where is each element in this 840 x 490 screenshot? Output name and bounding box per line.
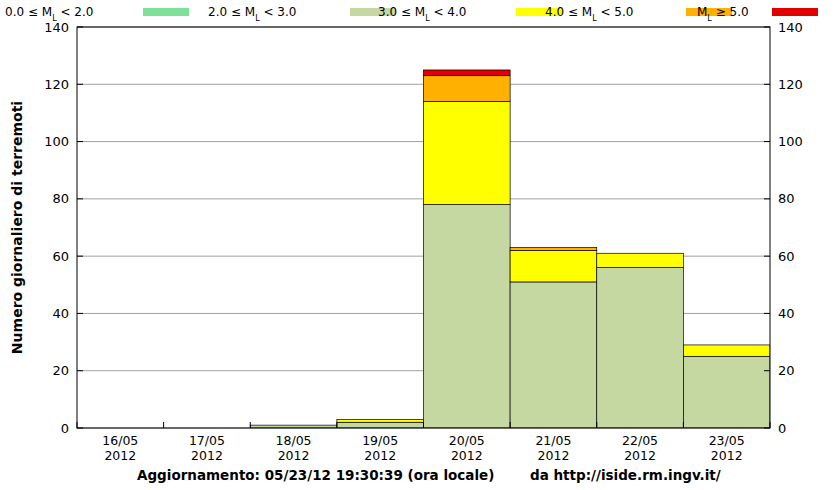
tick-label: 60 <box>778 249 795 264</box>
tick <box>764 198 770 199</box>
x-tick <box>596 422 597 428</box>
tick <box>764 370 770 371</box>
legend-label: ML ≥ 5.0 <box>697 5 749 23</box>
tick <box>77 428 83 429</box>
bar-segment <box>683 344 770 345</box>
bar-segment <box>597 268 684 428</box>
bar-segment <box>250 425 337 426</box>
legend-label: 3.0 ≤ ML < 4.0 <box>378 5 466 23</box>
tick <box>764 313 770 314</box>
bar-segment <box>683 356 770 428</box>
tick-label: 80 <box>778 191 795 206</box>
bar-segment <box>510 248 597 251</box>
tick <box>77 27 83 28</box>
tick-label: 60 <box>52 249 69 264</box>
tick-label: 120 <box>44 77 69 92</box>
bar-segment <box>250 425 337 426</box>
tick <box>77 141 83 142</box>
x-tick-label: 16/052012 <box>102 433 138 463</box>
bar-segment <box>250 425 337 426</box>
tick <box>77 84 83 85</box>
y-axis-label: Numero giornaliero di terremoti <box>9 101 25 354</box>
bar-segment <box>424 70 511 76</box>
plot-frame <box>77 27 770 428</box>
x-tick <box>423 422 424 428</box>
tick-label: 20 <box>778 363 795 378</box>
tick-label: 120 <box>778 77 803 92</box>
x-tick <box>250 422 251 428</box>
x-tick <box>510 422 511 428</box>
bar-segment <box>510 250 597 282</box>
annotation: da http://iside.rm.ingv.it/ <box>530 467 721 483</box>
tick <box>77 198 83 199</box>
bar-segment <box>510 282 597 428</box>
x-tick-label: 19/052012 <box>362 433 398 463</box>
chart: 02040608010012014002040608010012014016/0… <box>0 0 840 490</box>
tick <box>764 141 770 142</box>
x-tick <box>770 422 771 428</box>
tick-label: 0 <box>61 421 69 436</box>
tick-label: 100 <box>44 134 69 149</box>
bar-segment <box>683 344 770 345</box>
legend-label: 0.0 ≤ ML < 2.0 <box>5 5 93 23</box>
x-tick-label: 20/052012 <box>449 433 485 463</box>
x-tick-label: 18/052012 <box>276 433 312 463</box>
x-tick-label: 23/052012 <box>709 433 745 463</box>
bar-segment <box>597 253 684 254</box>
bar-segment <box>510 247 597 248</box>
x-tick <box>77 422 78 428</box>
legend-label: 4.0 ≤ ML < 5.0 <box>545 5 633 23</box>
bar-segment <box>337 419 424 420</box>
x-tick <box>336 422 337 428</box>
bar-segment <box>424 76 511 102</box>
x-tick-label: 17/052012 <box>189 433 225 463</box>
tick <box>764 27 770 28</box>
tick-label: 40 <box>778 306 795 321</box>
bar-segment <box>337 422 424 428</box>
background <box>0 0 840 490</box>
tick <box>764 84 770 85</box>
bar-segment <box>424 101 511 204</box>
bar-segment <box>597 253 684 254</box>
bar-segment <box>337 419 424 420</box>
legend-swatch <box>772 8 818 16</box>
legend-label: 2.0 ≤ ML < 3.0 <box>208 5 296 23</box>
tick-label: 140 <box>778 20 803 35</box>
bar-segment <box>683 345 770 356</box>
tick <box>77 313 83 314</box>
tick-label: 100 <box>778 134 803 149</box>
x-tick-label: 21/052012 <box>535 433 571 463</box>
x-tick <box>163 422 164 428</box>
tick <box>77 370 83 371</box>
legend-swatch <box>143 8 189 16</box>
x-tick-label: 22/052012 <box>622 433 658 463</box>
tick-label: 20 <box>52 363 69 378</box>
tick <box>764 256 770 257</box>
tick-label: 40 <box>52 306 69 321</box>
tick <box>77 256 83 257</box>
tick-label: 80 <box>52 191 69 206</box>
tick <box>764 428 770 429</box>
bars <box>250 70 770 428</box>
bar-segment <box>597 253 684 267</box>
x-tick <box>683 422 684 428</box>
bar-segment <box>424 205 511 428</box>
bar-segment <box>337 419 424 422</box>
annotation: Aggiornamento: 05/23/12 19:30:39 (ora lo… <box>137 467 494 483</box>
tick-label: 0 <box>778 421 786 436</box>
